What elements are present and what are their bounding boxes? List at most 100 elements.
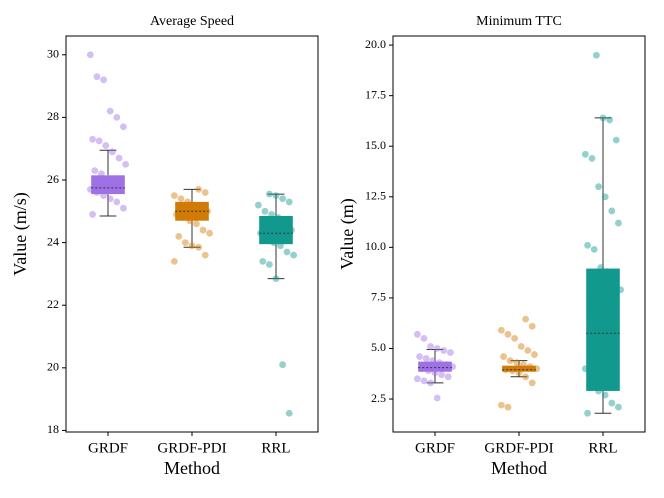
- point: [416, 353, 423, 360]
- point: [504, 330, 512, 338]
- point: [270, 239, 278, 247]
- point: [285, 409, 293, 417]
- point: [109, 148, 116, 156]
- point: [254, 201, 262, 209]
- point: [513, 359, 521, 367]
- y-axis-label: Value (m): [337, 198, 358, 269]
- point: [497, 326, 505, 334]
- y-tick-label: 2.5: [371, 391, 386, 405]
- y-tick-label: 15.0: [365, 138, 386, 152]
- point: [113, 113, 121, 121]
- panel-title: Minimum TTC: [476, 14, 562, 29]
- y-tick-label: 20.0: [365, 37, 386, 51]
- point: [515, 369, 523, 377]
- y-tick-label: 10.0: [365, 239, 386, 253]
- point: [193, 220, 200, 228]
- x-tick-label: RRL: [588, 440, 617, 456]
- point: [444, 373, 452, 381]
- point: [290, 251, 298, 259]
- point: [595, 183, 602, 191]
- point: [447, 349, 454, 356]
- point: [615, 219, 622, 227]
- point: [206, 229, 214, 237]
- point: [436, 359, 443, 367]
- x-tick-label: GRDF-PDI: [157, 440, 226, 456]
- point: [201, 251, 209, 259]
- point: [111, 179, 119, 187]
- point: [184, 198, 191, 206]
- point: [522, 315, 530, 323]
- y-tick-label: 26: [47, 172, 59, 186]
- axes-frame: [392, 35, 646, 433]
- y-tick-label: 17.5: [365, 87, 386, 101]
- point: [433, 394, 441, 402]
- point: [533, 365, 541, 373]
- point: [595, 387, 602, 395]
- point: [502, 366, 510, 374]
- x-axis-label: Method: [164, 458, 220, 478]
- point: [427, 343, 434, 350]
- box: [586, 268, 620, 391]
- point: [581, 365, 589, 373]
- point: [413, 375, 421, 383]
- point: [610, 276, 618, 284]
- point: [601, 391, 609, 399]
- point: [604, 268, 611, 276]
- point: [288, 226, 295, 234]
- point: [265, 190, 273, 198]
- point: [508, 367, 516, 375]
- point: [608, 399, 616, 407]
- point: [170, 257, 178, 265]
- point: [86, 185, 94, 193]
- y-tick-label: 20: [47, 360, 59, 374]
- point: [526, 363, 534, 371]
- point: [89, 135, 96, 143]
- point: [199, 226, 207, 234]
- y-tick-label: 5.0: [371, 340, 386, 354]
- point: [588, 377, 596, 385]
- point: [100, 192, 107, 200]
- point: [420, 377, 428, 385]
- point: [584, 241, 591, 249]
- point: [179, 214, 187, 221]
- point: [91, 167, 99, 175]
- point: [117, 182, 125, 190]
- point: [106, 107, 114, 115]
- point: [181, 239, 189, 247]
- point: [606, 116, 614, 124]
- y-tick-label: 22: [47, 297, 59, 311]
- point: [528, 322, 536, 330]
- point: [500, 353, 507, 360]
- point: [201, 189, 209, 196]
- point: [272, 192, 280, 200]
- point: [442, 361, 450, 369]
- point: [186, 217, 194, 225]
- point: [188, 242, 196, 250]
- point: [195, 243, 203, 251]
- point: [95, 137, 103, 145]
- point: [89, 211, 96, 218]
- point: [272, 275, 280, 283]
- point: [592, 51, 600, 59]
- point: [615, 403, 622, 411]
- point: [120, 204, 127, 212]
- point: [601, 193, 609, 201]
- point: [599, 114, 607, 122]
- point: [261, 207, 269, 215]
- point: [263, 236, 271, 243]
- point: [279, 361, 287, 369]
- point: [586, 300, 594, 308]
- point: [197, 204, 205, 212]
- y-tick-label: 28: [47, 109, 59, 123]
- x-tick-label: GRDF: [88, 440, 128, 456]
- point: [259, 257, 267, 265]
- point: [592, 314, 600, 322]
- y-tick-label: 24: [47, 234, 59, 248]
- y-tick-label: 30: [47, 47, 59, 61]
- point: [588, 154, 596, 162]
- point: [102, 142, 110, 149]
- point: [528, 379, 536, 387]
- point: [431, 369, 439, 377]
- point: [104, 176, 112, 184]
- point: [93, 189, 101, 196]
